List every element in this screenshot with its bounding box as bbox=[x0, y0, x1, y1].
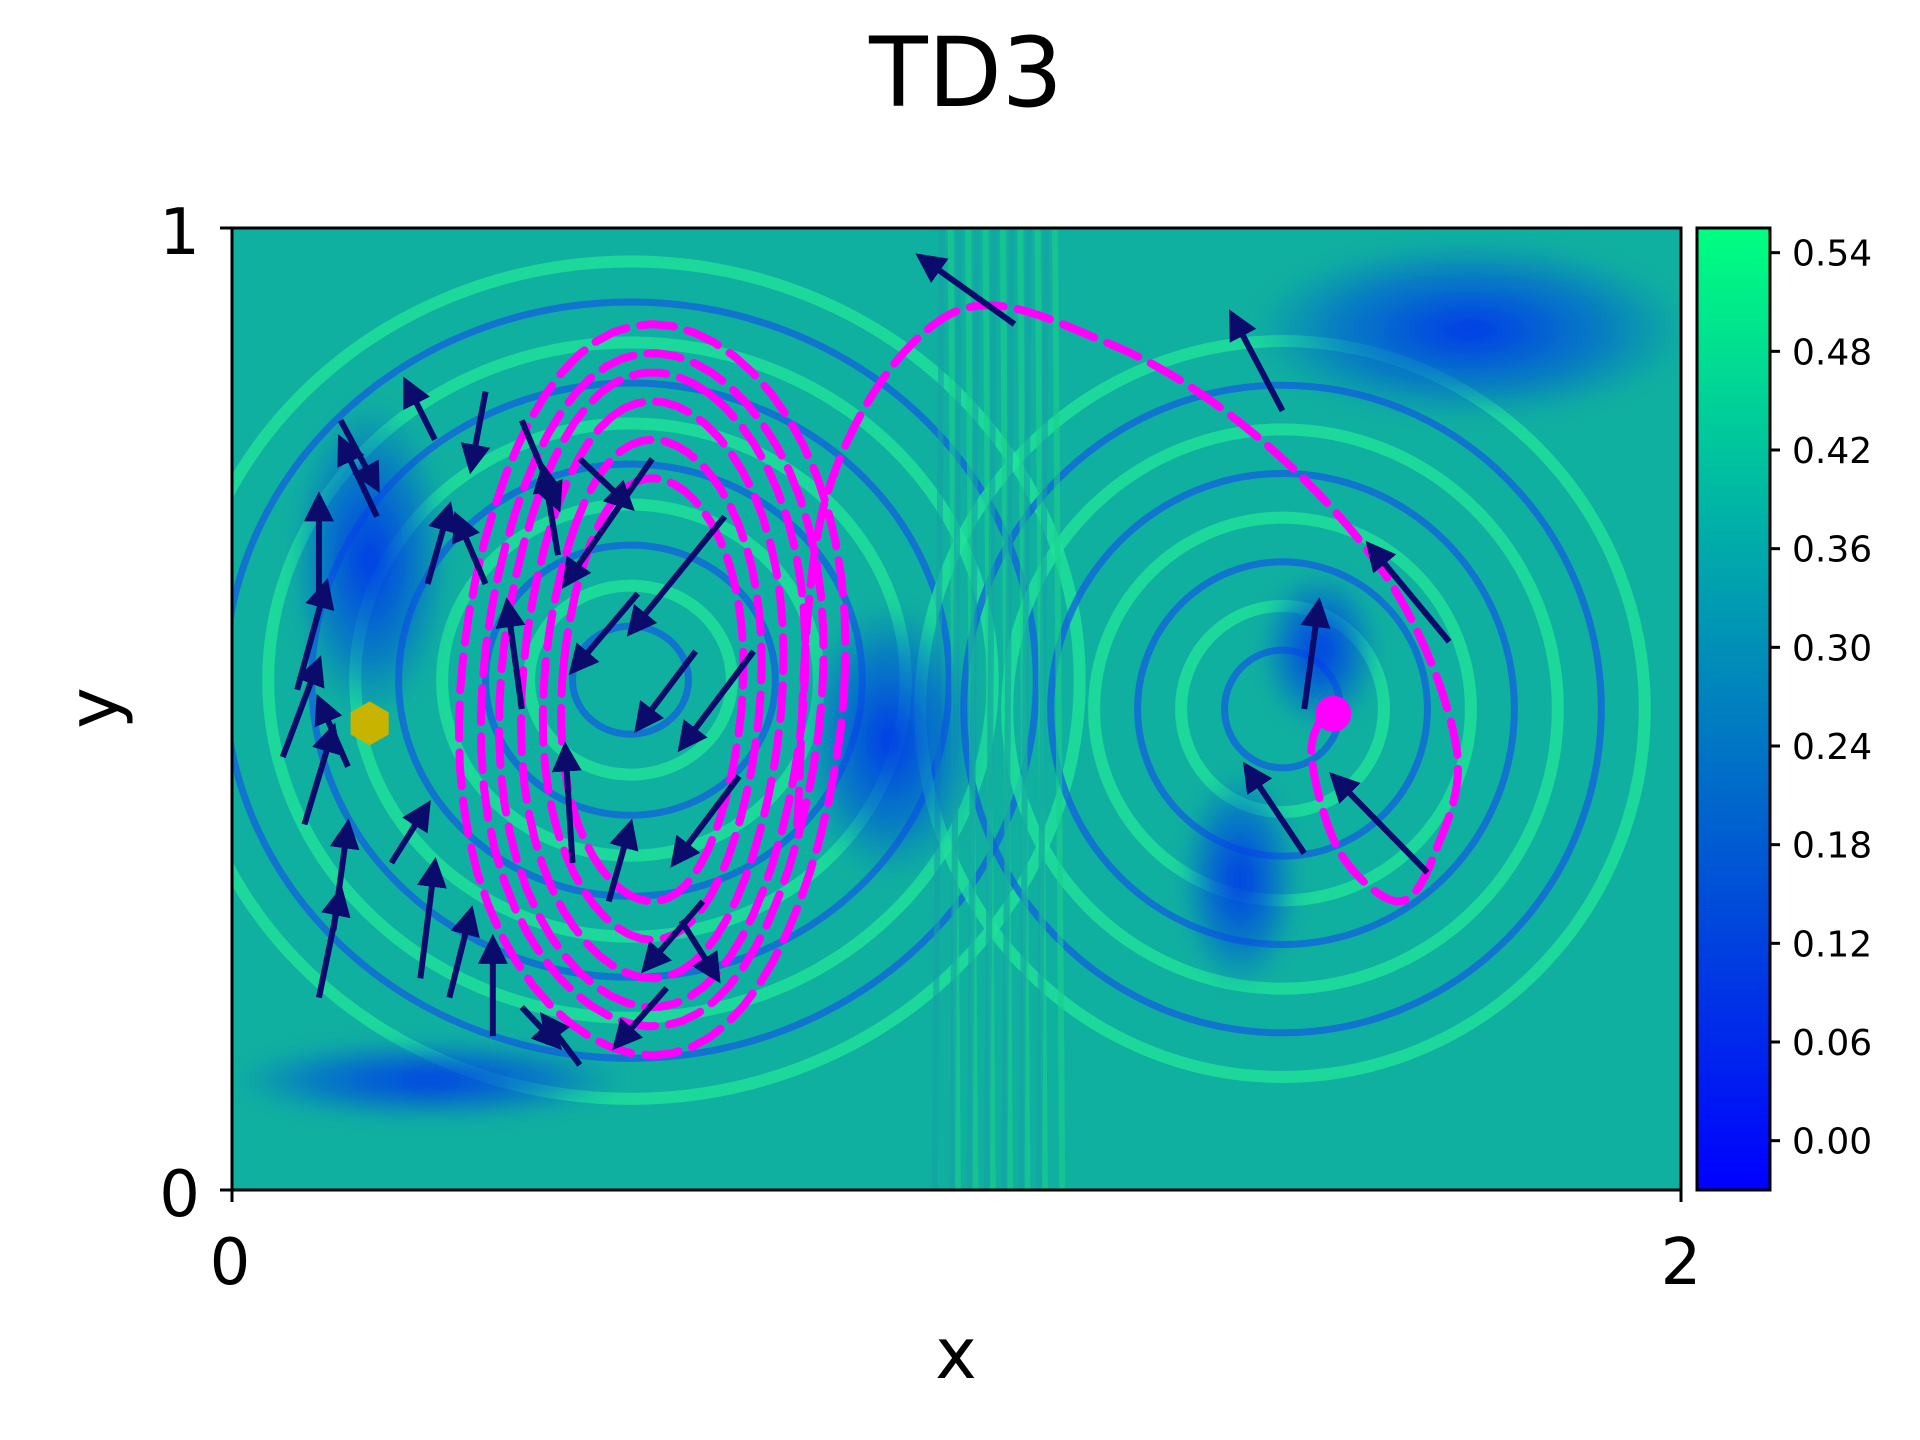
quiver-arrow bbox=[446, 905, 480, 999]
trajectory-loop bbox=[495, 368, 810, 1011]
quiver-arrow bbox=[1300, 597, 1331, 710]
quiver-arrow bbox=[1365, 540, 1452, 644]
swirl-streak bbox=[1018, 228, 1032, 1190]
heatmap-field bbox=[232, 228, 1681, 1190]
quiver-arrow bbox=[416, 856, 447, 979]
blue-region-bottom-left bbox=[232, 1040, 630, 1120]
colorbar-tick-label: 0.36 bbox=[1792, 530, 1872, 571]
y-axis-label: y bbox=[53, 687, 135, 728]
trajectory-loop bbox=[454, 320, 850, 1060]
axis-ticks bbox=[220, 226, 1683, 1202]
x-axis-label: x bbox=[935, 1313, 976, 1395]
swirl-streak bbox=[1001, 228, 1015, 1190]
colorbar-gradient bbox=[1695, 226, 1772, 1192]
y-tick-label-1: 1 bbox=[159, 196, 200, 270]
colorbar-tick-label: 0.54 bbox=[1792, 234, 1872, 275]
colorbar-tick-label: 0.42 bbox=[1792, 431, 1872, 472]
quiver-arrow bbox=[301, 722, 341, 826]
colorbar-tick-label: 0.12 bbox=[1792, 924, 1872, 965]
trajectory-loop bbox=[557, 474, 748, 906]
blue-region-top-right bbox=[1250, 240, 1681, 420]
colorbar-tick-label: 0.00 bbox=[1792, 1122, 1872, 1163]
quiver-arrow bbox=[338, 418, 380, 494]
blue-region-right-low bbox=[1180, 770, 1300, 990]
quiver-arrow bbox=[605, 818, 639, 903]
colorbar-ticks: 0.00 0.06 0.12 0.18 0.24 0.30 0.36 0.42 0.48 0.54 bbox=[1770, 234, 1872, 1163]
quiver-arrow bbox=[551, 741, 582, 864]
quiver-arrow bbox=[424, 501, 458, 585]
quiver-arrow bbox=[915, 253, 1017, 327]
plot-frame bbox=[230, 226, 1683, 1192]
quiver-arrow bbox=[1329, 772, 1430, 875]
colorbar-tick-label: 0.30 bbox=[1792, 628, 1872, 669]
quiver-arrow bbox=[634, 649, 699, 734]
swirl-band bbox=[482, 541, 779, 819]
swirl-streak bbox=[1036, 228, 1050, 1190]
trajectory bbox=[454, 301, 1462, 1060]
quiver-arrow bbox=[316, 885, 351, 999]
quiver-arrow bbox=[388, 800, 431, 865]
trajectory-loop bbox=[538, 435, 766, 944]
quiver-arrow bbox=[626, 514, 727, 637]
swirl-band bbox=[232, 255, 1086, 1105]
chart-title: TD3 bbox=[868, 17, 1063, 129]
quiver-arrow bbox=[561, 457, 655, 589]
x-tick-label-0: 0 bbox=[210, 1226, 251, 1300]
colorbar: 0.00 0.06 0.12 0.18 0.24 0.30 0.36 0.42 0.48 0.54 bbox=[1695, 226, 1872, 1192]
colorbar-tick-label: 0.18 bbox=[1792, 826, 1872, 867]
heatmap-blue-regions bbox=[232, 240, 1681, 1120]
y-tick-label-0: 0 bbox=[159, 1158, 200, 1232]
colorbar-tick-label: 0.24 bbox=[1792, 727, 1872, 768]
quiver-arrow bbox=[460, 390, 491, 475]
swirl-band bbox=[232, 298, 1040, 1062]
quiver-arrow bbox=[612, 985, 669, 1051]
quiver-arrow bbox=[519, 1005, 563, 1051]
markers bbox=[350, 695, 1352, 746]
colorbar-tick-label: 0.48 bbox=[1792, 332, 1872, 373]
quiver-arrow bbox=[532, 462, 563, 556]
quiver-arrow bbox=[568, 591, 641, 676]
quiver-arrow bbox=[1242, 761, 1307, 855]
quiver-arrow bbox=[641, 899, 706, 974]
blue-region-left-vortex bbox=[290, 400, 450, 720]
quiver-arrow bbox=[314, 693, 351, 768]
swirl-streak bbox=[1052, 228, 1066, 1190]
quiver-arrow bbox=[677, 649, 757, 753]
quiver-arrow bbox=[1229, 309, 1286, 413]
x-tick-label-2: 2 bbox=[1661, 1226, 1702, 1300]
swirl-streak bbox=[983, 228, 998, 1190]
blue-region-right-vortex bbox=[1260, 570, 1380, 730]
quiver-arrow bbox=[678, 919, 721, 984]
start-marker-hexagon bbox=[350, 701, 389, 746]
quiver-arrow bbox=[403, 376, 438, 441]
overlay bbox=[279, 253, 1462, 1067]
quiver-arrow bbox=[452, 511, 489, 586]
trajectory-loop bbox=[516, 397, 788, 983]
quiver-arrow bbox=[279, 655, 325, 759]
trajectory-loop bbox=[476, 349, 828, 1031]
quiver-arrow bbox=[670, 774, 742, 868]
trajectory-right-path bbox=[793, 301, 1462, 906]
quiver-arrow bbox=[495, 597, 526, 710]
quiver-arrows bbox=[279, 253, 1452, 1067]
colorbar-tick-label: 0.06 bbox=[1792, 1023, 1872, 1064]
trajectory-end-marker bbox=[1315, 695, 1352, 732]
